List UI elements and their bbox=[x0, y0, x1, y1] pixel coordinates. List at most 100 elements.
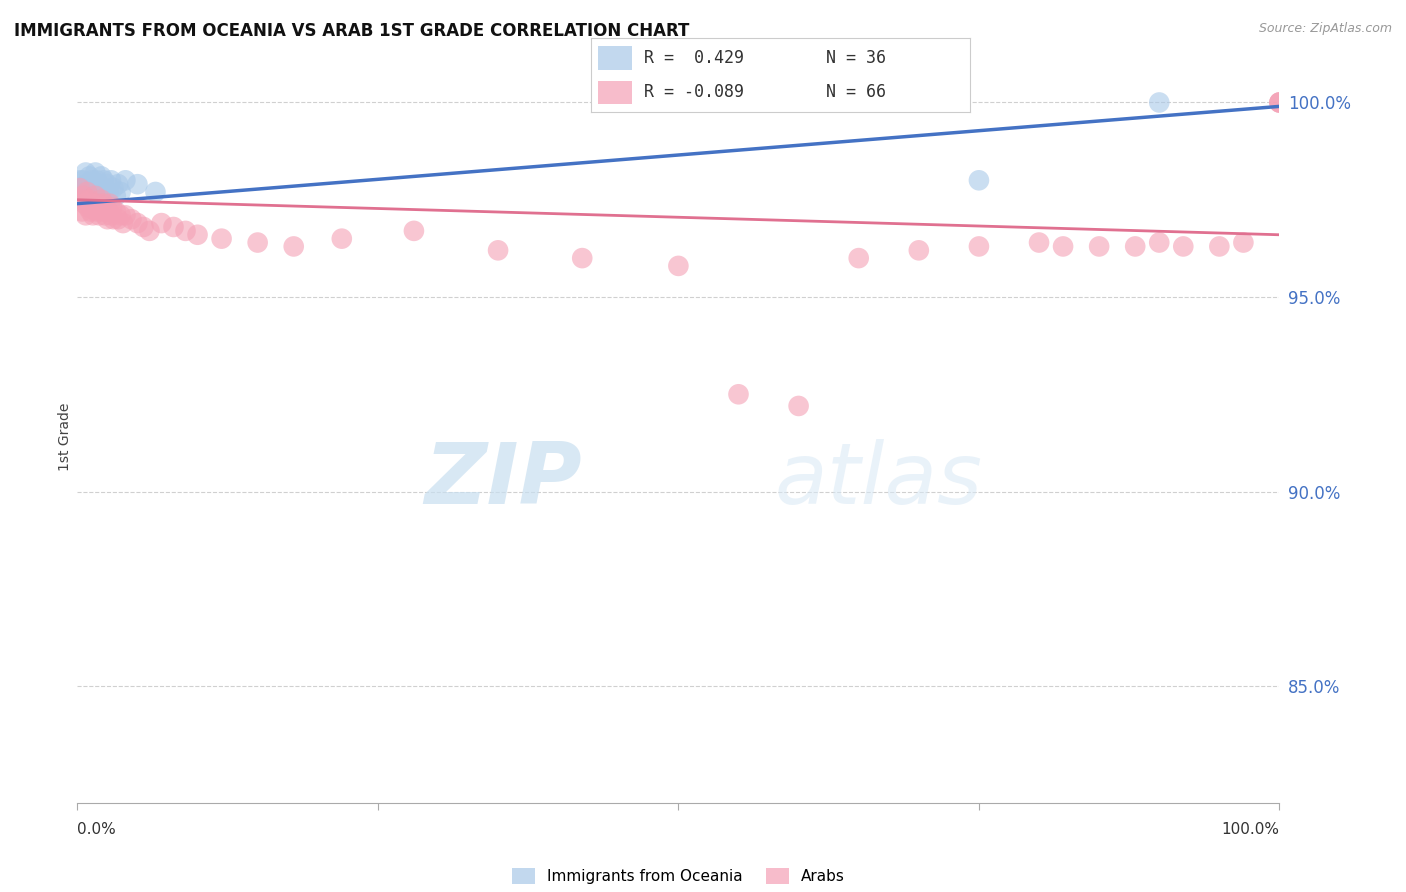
Point bbox=[97, 204, 120, 219]
Point bbox=[79, 193, 101, 207]
Point bbox=[79, 204, 101, 219]
Point bbox=[107, 177, 129, 191]
Point bbox=[89, 189, 111, 203]
Point bbox=[83, 177, 105, 191]
Point bbox=[1173, 239, 1195, 253]
Point bbox=[87, 185, 110, 199]
Point bbox=[1123, 239, 1146, 253]
Point bbox=[908, 244, 931, 258]
Point bbox=[89, 201, 111, 215]
Point bbox=[107, 212, 129, 227]
Point bbox=[77, 189, 100, 203]
Point bbox=[76, 177, 98, 191]
Point bbox=[330, 232, 353, 246]
Text: R = -0.089: R = -0.089 bbox=[644, 84, 744, 102]
Point bbox=[98, 196, 121, 211]
Bar bbox=[598, 46, 633, 70]
Point bbox=[967, 173, 990, 187]
Point bbox=[96, 201, 118, 215]
Point bbox=[132, 219, 155, 234]
Point bbox=[80, 196, 103, 211]
Point bbox=[283, 239, 305, 253]
Point bbox=[110, 208, 132, 222]
Point bbox=[103, 181, 125, 195]
Point bbox=[104, 189, 127, 203]
Point bbox=[1088, 239, 1111, 253]
Point bbox=[1232, 235, 1254, 250]
Point bbox=[75, 165, 97, 179]
Point bbox=[94, 208, 117, 222]
Point bbox=[76, 185, 98, 199]
Point bbox=[100, 173, 122, 187]
Point bbox=[787, 399, 810, 413]
Point bbox=[73, 196, 96, 211]
Point bbox=[90, 169, 112, 184]
Point bbox=[187, 227, 209, 242]
Point bbox=[84, 165, 107, 179]
Point bbox=[84, 189, 107, 203]
Point bbox=[86, 204, 108, 219]
Point bbox=[72, 173, 94, 187]
Text: ZIP: ZIP bbox=[425, 440, 582, 523]
Point bbox=[69, 173, 91, 187]
Text: 0.0%: 0.0% bbox=[77, 822, 117, 837]
Point bbox=[727, 387, 749, 401]
Point bbox=[86, 173, 108, 187]
Point bbox=[103, 212, 125, 227]
Point bbox=[93, 173, 115, 187]
Point bbox=[127, 216, 149, 230]
Point bbox=[87, 196, 110, 211]
Point bbox=[70, 193, 93, 207]
Point bbox=[848, 251, 870, 265]
Point bbox=[1268, 95, 1291, 110]
Text: atlas: atlas bbox=[775, 440, 983, 523]
Point bbox=[246, 235, 269, 250]
Point bbox=[211, 232, 233, 246]
Legend: Immigrants from Oceania, Arabs: Immigrants from Oceania, Arabs bbox=[506, 862, 851, 890]
Point bbox=[114, 173, 136, 187]
Point bbox=[101, 201, 124, 215]
Point bbox=[93, 196, 115, 211]
Point bbox=[94, 193, 117, 207]
Point bbox=[1149, 95, 1171, 110]
Point bbox=[80, 173, 103, 187]
Point bbox=[91, 181, 114, 195]
Point bbox=[70, 204, 93, 219]
Text: N = 66: N = 66 bbox=[825, 84, 886, 102]
Point bbox=[111, 216, 134, 230]
Point bbox=[75, 208, 97, 222]
Point bbox=[1052, 239, 1074, 253]
Point bbox=[1028, 235, 1050, 250]
Point bbox=[97, 185, 120, 199]
Point bbox=[87, 208, 110, 222]
Point bbox=[73, 185, 96, 199]
Point bbox=[127, 177, 149, 191]
Point bbox=[150, 216, 173, 230]
Point bbox=[77, 201, 100, 215]
Point bbox=[571, 251, 593, 265]
Point bbox=[110, 185, 132, 199]
Point bbox=[967, 239, 990, 253]
Point bbox=[486, 244, 509, 258]
Point bbox=[90, 193, 112, 207]
Text: Source: ZipAtlas.com: Source: ZipAtlas.com bbox=[1258, 22, 1392, 36]
Point bbox=[79, 193, 101, 207]
Point bbox=[114, 208, 136, 222]
Point bbox=[402, 224, 425, 238]
Point bbox=[100, 208, 122, 222]
Point bbox=[91, 204, 114, 219]
Point bbox=[79, 181, 101, 195]
Point bbox=[174, 224, 197, 238]
Y-axis label: 1st Grade: 1st Grade bbox=[58, 403, 72, 471]
Text: 100.0%: 100.0% bbox=[1222, 822, 1279, 837]
Point bbox=[1268, 95, 1291, 110]
Point bbox=[1149, 235, 1171, 250]
Point bbox=[79, 169, 101, 184]
Point bbox=[96, 212, 118, 227]
Point bbox=[72, 189, 94, 203]
Point bbox=[82, 208, 104, 222]
Point bbox=[70, 193, 93, 207]
Point bbox=[138, 224, 160, 238]
Point bbox=[83, 201, 105, 215]
Point bbox=[668, 259, 690, 273]
